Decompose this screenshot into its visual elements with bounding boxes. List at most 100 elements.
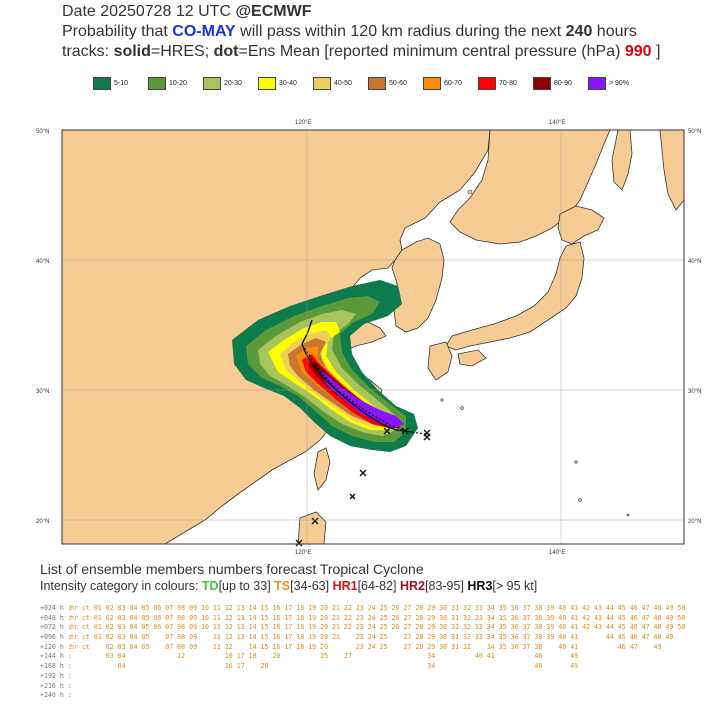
land-sakhalin <box>611 130 633 191</box>
legend-label: > 90% <box>609 80 630 87</box>
probability-map: 120°E 140°E 120°E 140°E 50°N 40°N 30°N 2… <box>36 120 701 556</box>
intensity-prefix: Intensity category in colours: <box>40 579 202 593</box>
ensemble-row: +024 h :hr ct 01 02 03 04 05 06 07 08 09… <box>40 604 685 614</box>
row-members: hr ct 02 03 04 05 07 08 09 11 12 14 15 1… <box>70 642 662 651</box>
row-lead-time: +072 h : <box>40 623 72 632</box>
axis-labels: 120°E 140°E 120°E 140°E 50°N 40°N 30°N 2… <box>36 120 701 556</box>
legend-item: 50-60 <box>368 77 423 90</box>
legend-item: 5-10 <box>93 77 148 90</box>
row-lead-time: +168 h : <box>40 662 72 671</box>
ensemble-row: +240 h : <box>40 691 685 701</box>
row-members: 04 16 17 20 34 46 49 <box>70 662 579 671</box>
land-hokkaido <box>557 205 605 245</box>
row-lead-time: +192 h : <box>40 671 72 680</box>
header-tracks-line: tracks: solid=HRES; dot=Ens Mean [report… <box>62 42 660 62</box>
legend-label: 5-10 <box>114 80 129 87</box>
cat-hr1-range: [64-82] <box>357 579 397 593</box>
lon-label-120: 120°E <box>295 120 311 126</box>
legend-label: 60-70 <box>444 80 462 87</box>
ensemble-row: +096 h :hr ct 01 02 03 04 05 07 08 09 11… <box>40 633 685 643</box>
legend-swatch <box>258 77 276 90</box>
legend-swatch <box>423 77 441 90</box>
row-lead-time: +120 h : <box>40 642 72 651</box>
prob-over-90 <box>318 370 404 428</box>
cat-hr2: HR2 <box>399 579 425 593</box>
header-text: tracks: <box>62 43 114 60</box>
lon-label-140-bottom: 140°E <box>549 550 565 556</box>
row-lead-time: +048 h : <box>40 613 72 622</box>
row-members: hr ct 01 02 03 04 05 07 08 09 11 12 13 1… <box>70 633 674 642</box>
lat-label-50-right: 50°N <box>688 129 701 135</box>
solid-label: solid <box>113 43 151 60</box>
cat-ts: TS <box>274 579 291 593</box>
forecast-date: Date 20250728 12 UTC <box>62 3 236 20</box>
land-shikoku <box>457 349 487 367</box>
ensemble-row: +144 h : 03 04 12 16 17 18 20 25 27 34 4… <box>40 652 685 662</box>
land-kamchatka <box>659 130 684 211</box>
cat-hr2-range: [83-95] <box>425 579 464 593</box>
ensemble-row: +072 h :hr ct 01 02 03 04 05 06 07 08 09… <box>40 623 685 633</box>
map-frame <box>61 129 685 545</box>
header-text: Probability that <box>62 23 173 40</box>
legend-label: 30-40 <box>279 80 297 87</box>
legend-label: 70-80 <box>499 80 517 87</box>
row-members: hr ct 01 02 03 04 05 06 07 08 09 10 11 1… <box>70 623 686 632</box>
row-lead-time: +024 h : <box>40 604 72 612</box>
lat-label-20-right: 20°N <box>688 519 701 525</box>
lat-label-30-left: 30°N <box>36 389 49 395</box>
legend-item: 30-40 <box>258 77 313 90</box>
land-kyushu <box>427 341 453 381</box>
row-members: hr ct 01 02 03 04 05 06 07 08 09 10 11 1… <box>70 613 686 622</box>
cat-td-range: [up to 33] <box>218 579 271 593</box>
land-korea <box>391 237 445 333</box>
legend-label: 20-30 <box>224 80 242 87</box>
header-text: hours <box>592 23 637 40</box>
legend-swatch <box>588 77 606 90</box>
ensemble-row: +192 h : <box>40 672 685 682</box>
legend-swatch <box>368 77 386 90</box>
forecast-hours: 240 <box>565 23 593 40</box>
ensemble-row: +216 h : <box>40 682 685 692</box>
row-lead-time: +240 h : <box>40 691 72 700</box>
header-date-line: Date 20250728 12 UTC @ECMWF <box>62 2 311 22</box>
ensemble-row: +168 h : 04 16 17 20 34 46 49 <box>40 662 685 672</box>
row-members: 03 04 12 16 17 18 20 25 27 34 40 41 46 4… <box>70 652 579 661</box>
row-members: hr ct 01 02 03 04 05 06 07 08 09 10 11 1… <box>70 604 686 612</box>
lat-label-40-right: 40°N <box>688 259 701 265</box>
lon-label-120-bottom: 120°E <box>295 550 311 556</box>
lat-label-50-left: 50°N <box>36 129 49 135</box>
row-lead-time: +096 h : <box>40 633 72 642</box>
probability-shading <box>232 280 418 452</box>
legend-label: 40-50 <box>334 80 352 87</box>
graticule <box>62 130 684 544</box>
legend-label: 50-60 <box>389 80 407 87</box>
cat-hr1: HR1 <box>332 579 358 593</box>
header-text: ] <box>651 43 661 60</box>
cat-hr3-range: [> 95 kt] <box>492 579 538 593</box>
ensemble-row: +120 h :hr ct 02 03 04 05 07 08 09 11 12… <box>40 643 685 653</box>
legend-swatch <box>203 77 221 90</box>
ensemble-row: +048 h :hr ct 01 02 03 04 05 06 07 08 09… <box>40 614 685 624</box>
lat-label-30-right: 30°N <box>688 389 701 395</box>
land-honshu <box>445 241 585 351</box>
probability-legend: 5-10 10-20 20-30 30-40 40-50 50-60 60-70 70-80 8… <box>93 77 643 90</box>
legend-swatch <box>148 77 166 90</box>
legend-item: > 90% <box>588 77 643 90</box>
storm-name: CO-MAY <box>172 23 236 40</box>
header-text: =HRES; <box>150 43 214 60</box>
min-pressure: 990 <box>624 43 652 60</box>
legend-item: 70-80 <box>478 77 533 90</box>
ensemble-member-rows: +024 h :hr ct 01 02 03 04 05 06 07 08 09… <box>40 604 685 701</box>
track-markers <box>295 427 431 547</box>
lat-label-20-left: 20°N <box>36 519 49 525</box>
legend-item: 20-30 <box>203 77 258 90</box>
legend-swatch <box>93 77 111 90</box>
legend-item: 40-50 <box>313 77 368 90</box>
brand-label: @ECMWF <box>235 3 312 20</box>
header-probability-line: Probability that CO-MAY will pass within… <box>62 22 637 42</box>
lon-label-140: 140°E <box>549 120 565 126</box>
legend-item: 60-70 <box>423 77 478 90</box>
legend-label: 10-20 <box>169 80 187 87</box>
land-taiwan <box>313 447 331 491</box>
hres-track <box>301 319 413 433</box>
